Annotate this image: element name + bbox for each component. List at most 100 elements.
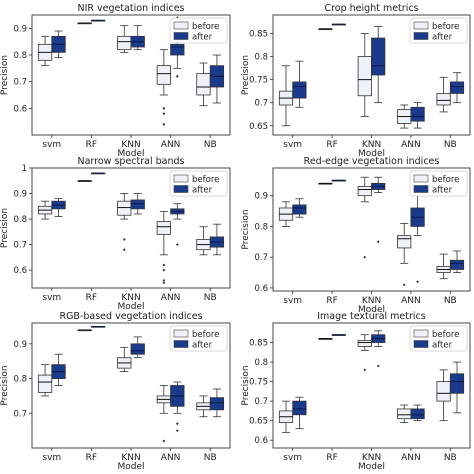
x-tick-label: NB [204, 140, 217, 150]
y-tick-label: 0.6 [254, 436, 268, 446]
box-body [397, 235, 412, 249]
legend-label-before: before [192, 22, 219, 32]
x-axis-label: Model [117, 302, 144, 312]
outlier-point [416, 280, 419, 284]
outlier-point [162, 281, 166, 285]
box-body [156, 65, 172, 85]
y-tick-label: 0.6 [13, 104, 27, 114]
y-tick-label: 0.7 [254, 397, 268, 407]
box-after-RF [91, 172, 106, 175]
legend-swatch-before [173, 21, 189, 30]
legend-label-after: after [432, 33, 453, 43]
y-tick-label: 0.85 [249, 339, 268, 349]
box-before-svm [278, 65, 294, 127]
outlier-point [162, 112, 166, 116]
legend-swatch-before [413, 174, 429, 183]
x-tick-label: ANN [161, 293, 181, 303]
y-tick-label: 0.7 [13, 409, 27, 419]
box-body [371, 37, 386, 76]
outlier-point [363, 255, 367, 259]
box-after-svm [292, 396, 307, 429]
x-tick-label: KNN [121, 453, 140, 463]
legend-swatch-before [413, 329, 429, 338]
box-before-KNN [357, 176, 372, 259]
y-tick-label: 0.9 [13, 190, 27, 200]
box-body [397, 408, 412, 420]
x-tick-label: svm [283, 296, 302, 306]
chart-title: Image textural metrics [317, 311, 426, 322]
box-after-NB [449, 72, 465, 104]
outlier-point [162, 278, 166, 282]
box-body [117, 35, 132, 51]
box-body [410, 106, 425, 122]
x-tick-label: ANN [401, 140, 421, 150]
box-after-svm [51, 353, 66, 386]
x-tick-label: KNN [121, 293, 140, 303]
box-after-KNN [371, 330, 386, 368]
box-after-NB [209, 388, 225, 418]
box-after-RF [91, 19, 106, 22]
box-after-ANN [410, 195, 425, 284]
x-axis-label: Model [358, 149, 385, 159]
box-body [37, 374, 53, 393]
outlier-point [162, 106, 166, 110]
legend-swatch-after [413, 185, 429, 193]
legend-swatch-after [173, 32, 189, 40]
chart-panel-1: NIR vegetation indices 0.6 0.7 0.8 0.9 Precis… [0, 3, 231, 159]
chart-panel-5: RGB-based vegetation indices 0.7 0.8 0.9 Pre… [0, 311, 231, 472]
x-tick-label: svm [42, 293, 61, 303]
legend-swatch-after [173, 185, 189, 193]
legend-label-before: before [192, 330, 219, 340]
box-before-RF [77, 22, 92, 25]
chart-panel-3: Narrow spectral bands 0.6 0.7 0.8 0.9 1 Precis… [0, 156, 231, 312]
y-tick-label: 0.65 [249, 417, 268, 427]
box-before-KNN [117, 346, 132, 373]
legend-swatch-before [413, 21, 429, 30]
y-tick-label: 1 [22, 164, 27, 174]
y-tick-label: 0.9 [13, 24, 27, 34]
box-before-ANN [397, 404, 412, 424]
box-before-KNN [117, 193, 132, 252]
box-before-NB [196, 395, 211, 418]
box-before-KNN [357, 334, 372, 372]
box-after-NB [449, 361, 465, 414]
box-body [117, 200, 132, 216]
y-axis-label: Precision [0, 365, 10, 405]
box-before-RF [318, 182, 333, 185]
box-before-svm [37, 364, 53, 397]
outlier-point [162, 268, 166, 272]
outlier-point [376, 240, 380, 244]
box-after-ANN [410, 102, 425, 129]
box-body [292, 204, 307, 215]
box-before-NB [436, 76, 451, 113]
x-axis-label: Model [117, 149, 144, 159]
x-tick-label: RF [326, 296, 337, 306]
outlier-point [122, 248, 126, 252]
box-after-ANN [410, 404, 425, 422]
legend-swatch-before [173, 174, 189, 183]
box-body [410, 408, 425, 420]
y-tick-label: 0.75 [249, 378, 268, 388]
legend-label-before: before [432, 22, 459, 32]
box-before-svm [37, 200, 53, 220]
legend-label-after: after [192, 186, 213, 196]
x-axis-label: Model [358, 305, 385, 315]
legend-label-after: after [192, 341, 213, 351]
y-tick-label: 0.6 [254, 284, 268, 294]
outlier-point [175, 429, 179, 433]
box-before-RF [77, 329, 92, 332]
box-before-ANN [397, 104, 412, 129]
y-tick-label: 0.7 [13, 78, 27, 88]
y-tick-label: 0.65 [249, 122, 268, 132]
x-tick-label: svm [42, 453, 61, 463]
legend-label-after: after [432, 186, 453, 196]
box-body [209, 397, 225, 411]
x-tick-label: RF [86, 140, 97, 150]
outlier-point [175, 243, 179, 246]
box-before-svm [278, 400, 294, 433]
box-after-KNN [130, 25, 145, 51]
